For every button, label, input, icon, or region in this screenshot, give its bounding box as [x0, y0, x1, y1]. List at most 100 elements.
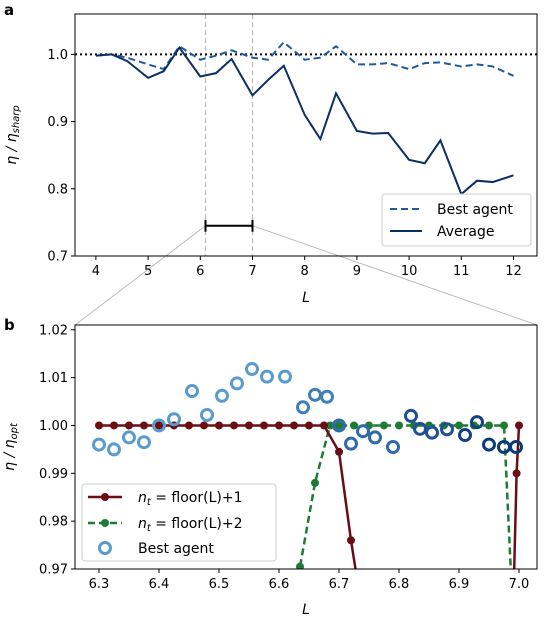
- point-nt-plus2: [455, 421, 463, 430]
- panel-a-ytick-label: 0.7: [47, 250, 68, 265]
- panel-a-ylabel-main: η / η: [4, 133, 20, 164]
- point-nt-plus1: [245, 421, 253, 430]
- panel-b-label: b: [4, 316, 15, 334]
- point-nt-plus2: [509, 613, 517, 618]
- point-best-agent: [482, 437, 496, 452]
- point-nt-plus2: [296, 562, 304, 569]
- legend-nt2-sub: t: [147, 523, 152, 534]
- legend-label-best-agent: Best agent: [437, 202, 513, 218]
- panel-b-xtick-label: 6.3: [89, 577, 110, 592]
- panel-a-xtick-label: 7: [248, 264, 256, 279]
- legend-label-nt-plus1: nt = floor(L)+1: [138, 490, 243, 508]
- point-nt-plus2: [275, 613, 283, 618]
- point-nt-plus1: [335, 447, 343, 456]
- point-best-agent: [296, 400, 310, 415]
- panel-a-ytick-label: 0.8: [47, 182, 68, 197]
- series-line-average: [95, 45, 514, 196]
- panel-b-ylabel-main: η / η: [2, 439, 18, 470]
- panel-b-xtick-label: 6.4: [149, 577, 170, 592]
- point-nt-plus1: [200, 421, 208, 430]
- panel-b-xtick-label: 7.0: [509, 577, 530, 592]
- point-best-agent: [260, 369, 274, 384]
- panel-a-ylabel-sub: sharp: [11, 105, 22, 133]
- point-best-agent: [137, 435, 151, 450]
- point-nt-plus1: [347, 536, 355, 545]
- panel-b-ticks: 6.3 6.4 6.5 6.6 6.7 6.8 6.9 7.0 0.97 0.98 0.99 1.00…: [39, 323, 529, 592]
- point-nt-plus1: [155, 421, 163, 430]
- panel-b-ytick-label: 0.98: [39, 515, 68, 530]
- point-best-agent: [404, 408, 418, 423]
- panel-b-xlabel: L: [302, 602, 310, 618]
- legend-nt1-rest: = floor(L)+1: [151, 490, 243, 506]
- point-nt-plus2: [350, 421, 358, 430]
- panel-b-frame: [74, 324, 538, 570]
- point-best-agent: [470, 415, 484, 430]
- point-best-agent: [368, 430, 382, 445]
- legend-marker-nt-plus2: [101, 519, 109, 527]
- point-best-agent: [185, 384, 199, 399]
- point-nt-plus1: [509, 613, 517, 618]
- legend-marker-nt-plus1: [101, 493, 109, 501]
- panel-b-ytick-label: 0.97: [39, 563, 68, 578]
- point-best-agent: [332, 418, 346, 433]
- point-nt-plus1: [230, 421, 238, 430]
- legend-marker-best-agent: [98, 541, 112, 555]
- panel-b-legend-box: [81, 483, 277, 562]
- panel-b-plot: [92, 362, 523, 618]
- panel-a-xtick-label: 6: [196, 264, 204, 279]
- panel-a-ytick-label: 1.0: [47, 48, 68, 63]
- panel-b-ylabel: η / ηopt: [2, 422, 20, 471]
- point-nt-plus1: [110, 421, 118, 430]
- legend-nt2-rest: = floor(L)+2: [151, 516, 243, 532]
- panel-a-xtick-label: 8: [301, 264, 309, 279]
- point-best-agent: [308, 387, 322, 402]
- point-best-agent: [386, 440, 400, 454]
- point-nt-plus2: [500, 421, 508, 430]
- legend-label-best-agent-b: Best agent: [138, 541, 214, 557]
- panel-a-legend: Best agent Average: [381, 193, 532, 247]
- panel-a-legend-box: [381, 193, 532, 247]
- panel-a-plot: [75, 14, 537, 256]
- point-best-agent: [200, 407, 214, 422]
- point-nt-plus1: [512, 469, 521, 478]
- point-nt-plus1: [290, 421, 298, 430]
- zoom-guide-lines: [74, 225, 538, 326]
- point-best-agent: [152, 418, 166, 433]
- point-best-agent: [509, 440, 523, 454]
- point-best-agent: [278, 369, 292, 384]
- panel-a-xlabel: L: [302, 290, 310, 306]
- point-nt-plus2: [311, 478, 319, 487]
- panel-a-frame: [74, 13, 538, 257]
- panel-b-ytick-label: 0.99: [39, 467, 68, 482]
- point-best-agent: [320, 389, 334, 404]
- panel-b-xtick-label: 6.9: [449, 577, 470, 592]
- legend-nt1-n: n: [138, 490, 147, 506]
- point-nt-plus1: [359, 613, 367, 618]
- panel-a: a 4 5 6 7 8 9 10 11 120.70.80.91.0 L η / ηsharp …: [4, 1, 538, 306]
- panel-a-xtick-label: 11: [453, 264, 470, 279]
- point-best-agent: [356, 424, 370, 439]
- panel-a-ytick-label: 0.9: [47, 115, 68, 130]
- point-nt-plus1: [305, 421, 313, 430]
- point-nt-plus2: [380, 421, 388, 430]
- point-nt-plus1: [215, 421, 223, 430]
- panel-b-ytick-label: 1.01: [39, 371, 68, 386]
- point-best-agent: [122, 430, 136, 445]
- point-nt-plus1: [140, 421, 148, 430]
- point-nt-plus1: [320, 421, 328, 430]
- series-line-nt-plus1: [99, 424, 521, 569]
- legend-label-average: Average: [437, 224, 495, 240]
- panel-b-ylabel-sub: opt: [9, 422, 20, 439]
- point-best-agent: [92, 437, 106, 452]
- legend-nt2-n: n: [138, 516, 147, 532]
- point-best-agent: [230, 376, 244, 391]
- panel-a-xtick-label: 12: [505, 264, 522, 279]
- point-best-agent: [458, 428, 472, 443]
- panel-a-xtick-label: 10: [401, 264, 418, 279]
- panel-b-xtick-label: 6.5: [209, 577, 230, 592]
- panel-b-xtick-label: 6.8: [389, 577, 410, 592]
- panel-b-legend: nt = floor(L)+1 nt = floor(L)+2 Best age…: [81, 483, 277, 562]
- point-nt-plus2: [395, 421, 403, 430]
- panel-a-ticks: 4 5 6 7 8 9 10 11 12 0.7 0.8 0.9 1.0: [47, 48, 521, 279]
- point-nt-plus1: [260, 421, 268, 430]
